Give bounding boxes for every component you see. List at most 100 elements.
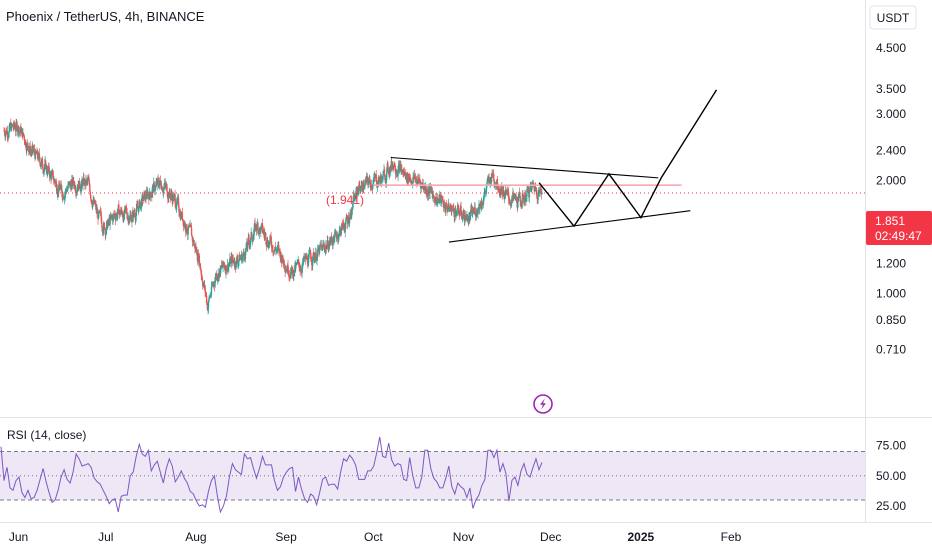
candle [217, 278, 219, 285]
candle [451, 208, 454, 212]
last-price-value: 1.851 [875, 214, 905, 228]
candle [362, 179, 365, 194]
candle [322, 240, 324, 249]
currency-button[interactable]: USDT [869, 5, 917, 30]
candle [52, 171, 55, 185]
projection-path[interactable] [538, 89, 718, 228]
price-tick: 1.000 [876, 286, 906, 300]
candle [95, 200, 97, 214]
candle [298, 261, 300, 271]
candle [330, 232, 333, 246]
lightning-bolt-icon[interactable] [533, 394, 553, 414]
candle [140, 197, 143, 212]
candle [56, 184, 58, 194]
candle [12, 120, 15, 131]
rsi-axis[interactable]: 75.00 50.00 25.00 [876, 439, 906, 514]
candle [367, 176, 369, 189]
candle [490, 172, 493, 186]
candle [400, 161, 402, 173]
candle [75, 185, 77, 197]
candle [200, 269, 202, 281]
time-tick: Aug [185, 530, 206, 544]
upper-trendline[interactable] [390, 156, 659, 179]
candle [15, 118, 17, 137]
candle [399, 161, 401, 175]
candle [235, 261, 237, 270]
candle [338, 226, 341, 237]
candle [263, 226, 265, 238]
candle [384, 174, 386, 183]
candle [461, 210, 463, 220]
candle [501, 185, 503, 200]
price-tick: 0.710 [876, 342, 906, 356]
candle [456, 208, 458, 217]
candle [272, 245, 274, 257]
candle [196, 246, 198, 256]
candle [247, 239, 249, 252]
price-axis[interactable]: 4.5003.5003.0002.4002.0001.4001.2001.000… [876, 41, 906, 356]
candle [166, 183, 168, 193]
candle [340, 227, 343, 236]
rsi-tick: 50.00 [876, 469, 906, 483]
candle [49, 170, 51, 180]
candle [338, 232, 340, 242]
candle [100, 211, 103, 225]
candle [381, 175, 383, 185]
candle [123, 210, 125, 223]
candle [12, 123, 14, 127]
candle [67, 181, 69, 191]
candle [66, 185, 68, 193]
candle [242, 248, 245, 262]
candle [214, 272, 217, 288]
candle [466, 214, 469, 222]
candle [464, 211, 467, 219]
candle [130, 211, 132, 222]
price-panel[interactable] [0, 89, 865, 315]
candle [365, 172, 368, 184]
candle [27, 145, 29, 152]
candle [496, 175, 499, 186]
candle [280, 252, 282, 264]
candle [507, 184, 509, 194]
candle [450, 204, 453, 216]
candle [237, 259, 239, 270]
time-tick: Feb [721, 530, 742, 544]
candle [47, 169, 49, 175]
candle [393, 162, 396, 168]
candlesticks [3, 118, 543, 315]
candle [187, 227, 190, 231]
candle [64, 188, 67, 199]
rsi-panel[interactable] [0, 436, 865, 514]
price-tick: 1.200 [876, 257, 906, 271]
candle [245, 249, 247, 255]
time-tick: Nov [453, 530, 474, 544]
candle [373, 173, 375, 186]
candle [158, 177, 161, 190]
candle [173, 192, 175, 201]
candle [483, 188, 486, 201]
candle [468, 212, 470, 225]
candle [419, 174, 421, 187]
lower-trendline[interactable] [448, 210, 691, 243]
candle [526, 186, 528, 202]
time-axis[interactable]: Jun Jul Aug Sep Oct Nov Dec 2025 Feb [9, 530, 742, 544]
candle [511, 194, 513, 204]
candle [105, 225, 107, 236]
candle [46, 166, 49, 177]
candle [475, 207, 478, 221]
candle [435, 192, 437, 203]
candle [50, 170, 53, 182]
candle [300, 265, 302, 275]
candle [10, 122, 12, 132]
candle [335, 230, 338, 242]
candle [541, 189, 543, 195]
candle [210, 281, 213, 298]
price-tick: 3.500 [876, 82, 906, 96]
candle [237, 261, 240, 269]
candle [187, 223, 189, 240]
candle [264, 229, 266, 241]
candle [301, 258, 304, 273]
candle [270, 236, 273, 253]
candle [170, 196, 172, 201]
